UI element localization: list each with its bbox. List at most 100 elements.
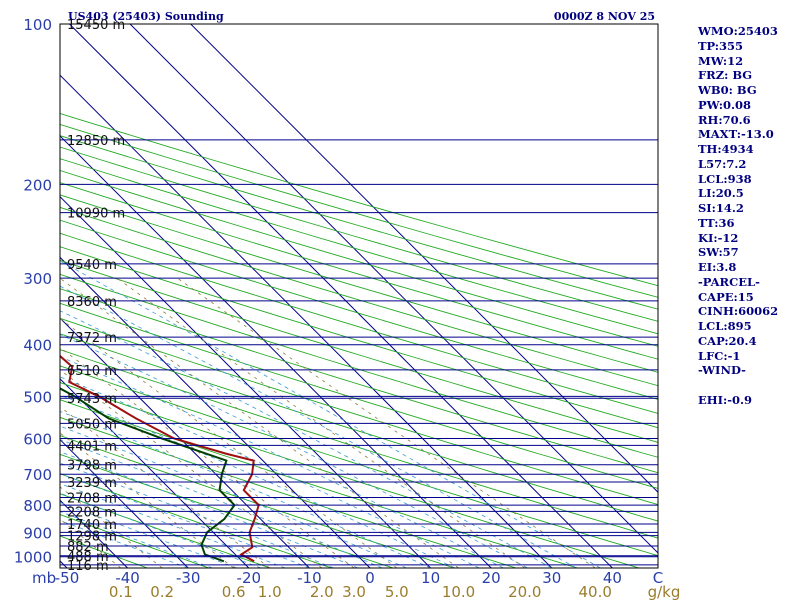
height-label: 5743 m [67,392,117,407]
isotherm-line [60,195,431,568]
index-item: MAXT:-13.0 [698,127,774,142]
mixing-ratio-unit: g/kg [648,583,681,600]
index-item: PW:0.08 [698,97,752,112]
pressure-tick-label: 700 [23,466,52,484]
index-item: -WIND- [698,363,746,378]
index-item: EHI:-0.9 [698,392,753,407]
plot-lines [0,24,658,568]
mixing-ratio-label: 40.0 [579,583,612,600]
pressure-tick-label: 900 [23,524,52,542]
temperature-tick-label: 10 [421,569,440,587]
height-label: 7372 m [67,331,117,346]
dry-adiabat [60,146,658,322]
index-item: SW:57 [698,245,739,260]
index-item: TP:355 [698,38,744,53]
dewpoint-trace [60,387,236,563]
dry-adiabat [60,493,271,568]
index-item: LFC:-1 [698,348,741,363]
index-item: -PARCEL- [698,274,760,289]
index-item: WB0: BG [698,83,757,97]
index-item: CAPE:15 [698,289,754,304]
dry-adiabat [60,514,210,568]
pressure-tick-label: 100 [23,16,52,34]
temperature-tick-label: 0 [365,569,375,587]
height-label: 6510 m [67,364,117,379]
mixing-ratio-line [60,406,270,568]
height-label: 3239 m [67,476,117,491]
height-label: 3798 m [67,459,117,474]
temperature-tick-label: -50 [55,569,80,587]
station-title: US403 (25403) Sounding [68,10,224,23]
pressure-tick-label: 800 [23,497,52,515]
height-label: 488 m [67,550,109,565]
height-label: 2708 m [67,491,117,506]
isotherm-line [60,74,553,568]
moist-adiabat [60,439,383,568]
mixing-ratio-label: 2.0 [310,583,334,600]
moist-adiabat [60,394,455,568]
index-item: WMO:25403 [698,24,778,38]
mixing-ratio-label: 10.0 [442,583,475,600]
index-item: LCL:938 [698,171,752,186]
moist-adiabat [60,356,504,568]
pressure-tick-label: 400 [23,337,52,355]
mixing-ratio-line [177,277,596,568]
dry-adiabat [60,333,658,522]
pressure-tick-label: 200 [23,176,52,194]
index-item: MW:12 [698,53,744,68]
pressure-tick-label: 300 [23,270,52,288]
index-item: CAP:20.4 [698,333,757,348]
valid-time: 0000Z 8 NOV 25 [554,10,655,23]
pressure-unit-label: mb [32,569,56,587]
mixing-ratio-label: 20.0 [508,583,541,600]
moist-adiabat [60,260,601,568]
plot-border [59,23,659,569]
dry-adiabat [60,473,332,568]
dry-adiabat [60,349,658,539]
mixing-ratio-label: 0.2 [150,583,174,600]
index-item: TT:36 [698,215,735,230]
mixing-ratio-label: 0.1 [109,583,133,600]
mixing-ratio-line [116,277,526,568]
dry-adiabat [60,399,578,568]
isotherm-line [0,24,6,568]
moist-adiabat [60,483,286,568]
height-label: 12850 m [67,134,125,149]
dry-adiabat [60,112,658,287]
temperature-tick-label: 20 [482,569,501,587]
moist-adiabat [60,334,528,568]
height-label: 10990 m [67,207,125,222]
dry-adiabat [60,123,658,298]
temperature-tick-label: -10 [297,569,322,587]
pressure-tick-label: 600 [23,431,52,449]
index-item: L57:7.2 [698,156,747,171]
height-label: 15450 m [67,18,125,33]
mixing-ratio-label: 1.0 [258,583,282,600]
dry-adiabat [60,416,517,568]
mixing-ratio-line [60,369,323,568]
moist-adiabat [60,410,431,568]
mixing-ratio-line [60,318,398,568]
dry-adiabat [60,194,658,373]
index-item: LCL:895 [698,319,752,333]
dry-adiabat [60,382,640,568]
dry-adiabat [60,182,658,360]
index-item: EI:3.8 [698,260,737,274]
temperature-tick-label: 30 [542,569,561,587]
dry-adiabat [60,435,455,568]
isotherm-line [129,24,658,554]
dry-adiabat [60,232,658,414]
dry-adiabat [60,317,658,506]
temperature-tick-label: -30 [176,569,201,587]
height-label: 9540 m [67,258,117,273]
mixing-ratio-line [60,277,459,568]
height-label: 1740 m [67,518,117,533]
pressure-tick-label: 500 [23,388,52,406]
isotherm-line [60,256,371,568]
stability-indices-panel: WMO:25403 TP:355 MW:12 FRZ: BG WB0: BG PW:0.0… [698,24,798,408]
dry-adiabat [60,288,658,474]
dry-adiabat [60,158,658,335]
dry-adiabat [60,135,658,310]
